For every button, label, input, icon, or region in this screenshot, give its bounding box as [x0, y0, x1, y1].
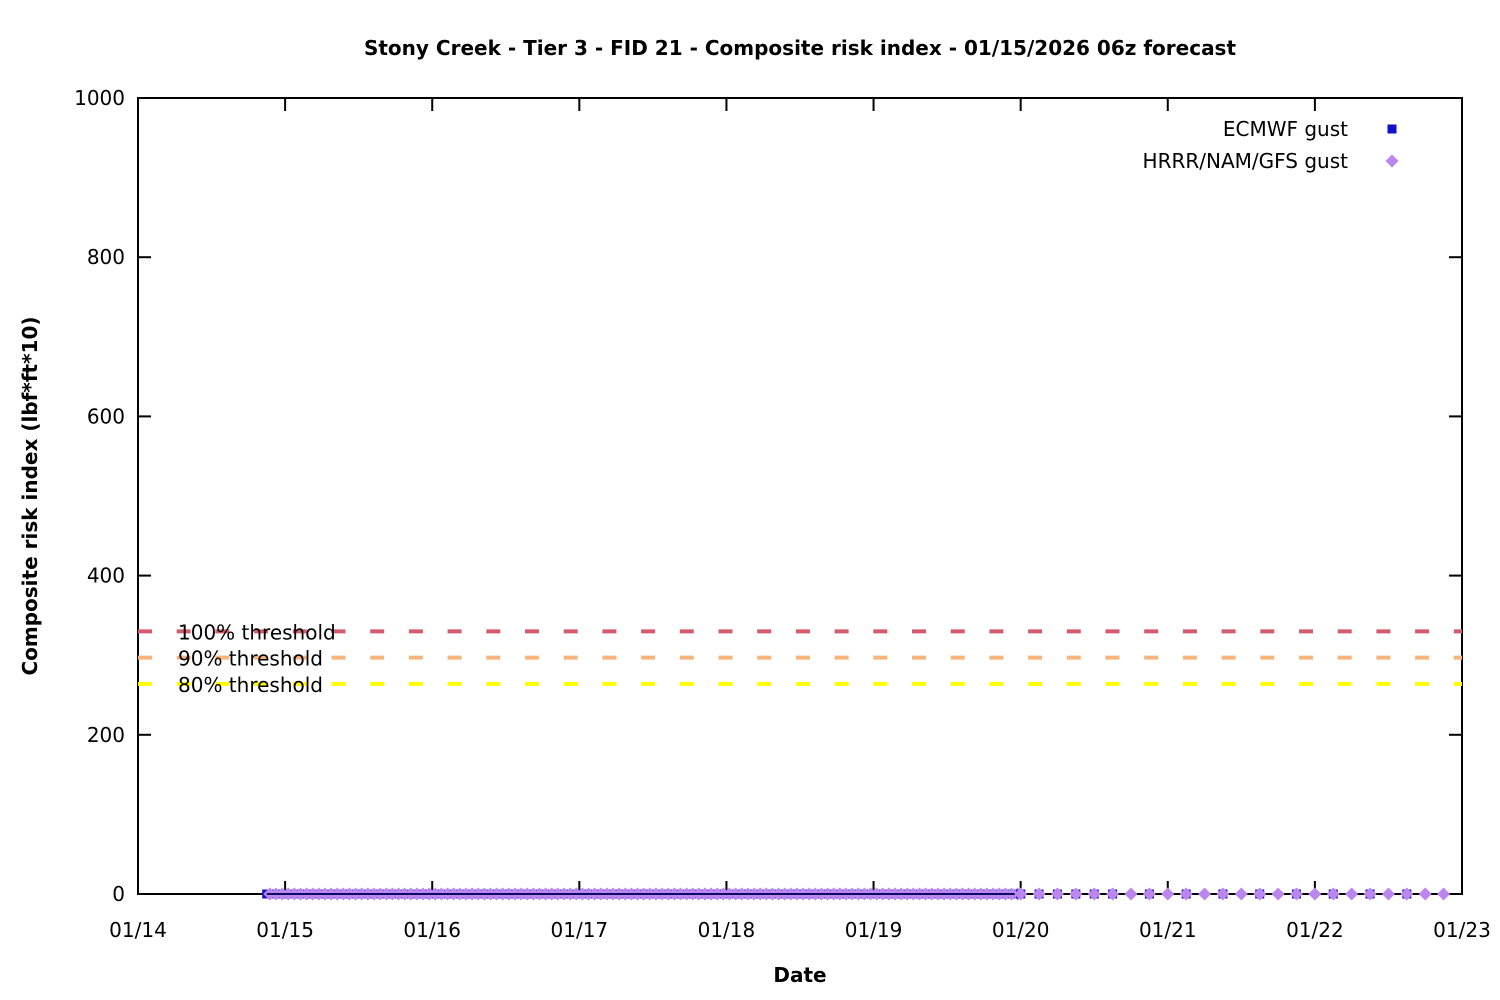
y-tick-label: 200 [87, 723, 125, 747]
x-tick-label: 01/20 [992, 918, 1050, 942]
hrrr-diamond-marker [1326, 887, 1340, 901]
hrrr-diamond-marker [1106, 887, 1120, 901]
x-tick-label: 01/21 [1139, 918, 1197, 942]
x-tick-label: 01/16 [403, 918, 461, 942]
y-tick-label: 400 [87, 564, 125, 588]
y-tick-label: 0 [112, 882, 125, 906]
ecmwf-square-marker [1387, 124, 1397, 134]
hrrr-diamond-marker [1179, 887, 1193, 901]
threshold-label: 100% threshold [178, 620, 336, 644]
hrrr-diamond-marker [1142, 887, 1156, 901]
hrrr-diamond-marker [1234, 887, 1248, 901]
hrrr-diamond-marker [1050, 887, 1064, 901]
hrrr-diamond-marker [1381, 887, 1395, 901]
x-tick-label: 01/23 [1433, 918, 1491, 942]
hrrr-diamond-marker [1124, 887, 1138, 901]
x-tick-label: 01/14 [109, 918, 167, 942]
hrrr-diamond-marker [1290, 887, 1303, 901]
hrrr-diamond-marker [1253, 887, 1267, 901]
plot-border [137, 97, 1463, 895]
y-axis-title: Composite risk index (lbf*ft*10) [18, 316, 42, 676]
hrrr-diamond-marker [1216, 887, 1230, 901]
y-tick-label: 600 [87, 404, 125, 428]
hrrr-diamond-marker [1161, 887, 1175, 901]
x-tick-label: 01/19 [845, 918, 903, 942]
hrrr-diamond-marker [1198, 887, 1212, 901]
x-tick-label: 01/15 [256, 918, 314, 942]
y-tick-label: 800 [87, 245, 125, 269]
x-tick-label: 01/17 [551, 918, 609, 942]
hrrr-diamond-marker [1069, 887, 1083, 901]
legend-label: HRRR/NAM/GFS gust [1143, 149, 1349, 173]
hrrr-diamond-marker [1385, 154, 1399, 168]
hrrr-diamond-marker [1363, 887, 1377, 901]
hrrr-diamond-marker [1308, 887, 1322, 901]
x-tick-label: 01/18 [698, 918, 756, 942]
hrrr-diamond-marker [1418, 887, 1432, 901]
threshold-label: 90% threshold [178, 647, 323, 671]
hrrr-diamond-marker [1032, 887, 1046, 901]
hrrr-diamond-marker [1271, 887, 1285, 901]
hrrr-diamond-marker [1345, 887, 1359, 901]
hrrr-diamond-marker [1400, 887, 1414, 901]
x-axis-title: Date [773, 963, 827, 987]
hrrr-diamond-marker [1087, 887, 1101, 901]
chart-title: Stony Creek - Tier 3 - FID 21 - Composit… [363, 36, 1237, 60]
x-tick-label: 01/22 [1286, 918, 1344, 942]
legend-label: ECMWF gust [1223, 117, 1348, 141]
y-tick-label: 1000 [74, 86, 125, 110]
hrrr-diamond-marker [1437, 887, 1451, 901]
threshold-label: 80% threshold [178, 673, 323, 697]
hrrr-diamond-marker [1014, 887, 1028, 901]
